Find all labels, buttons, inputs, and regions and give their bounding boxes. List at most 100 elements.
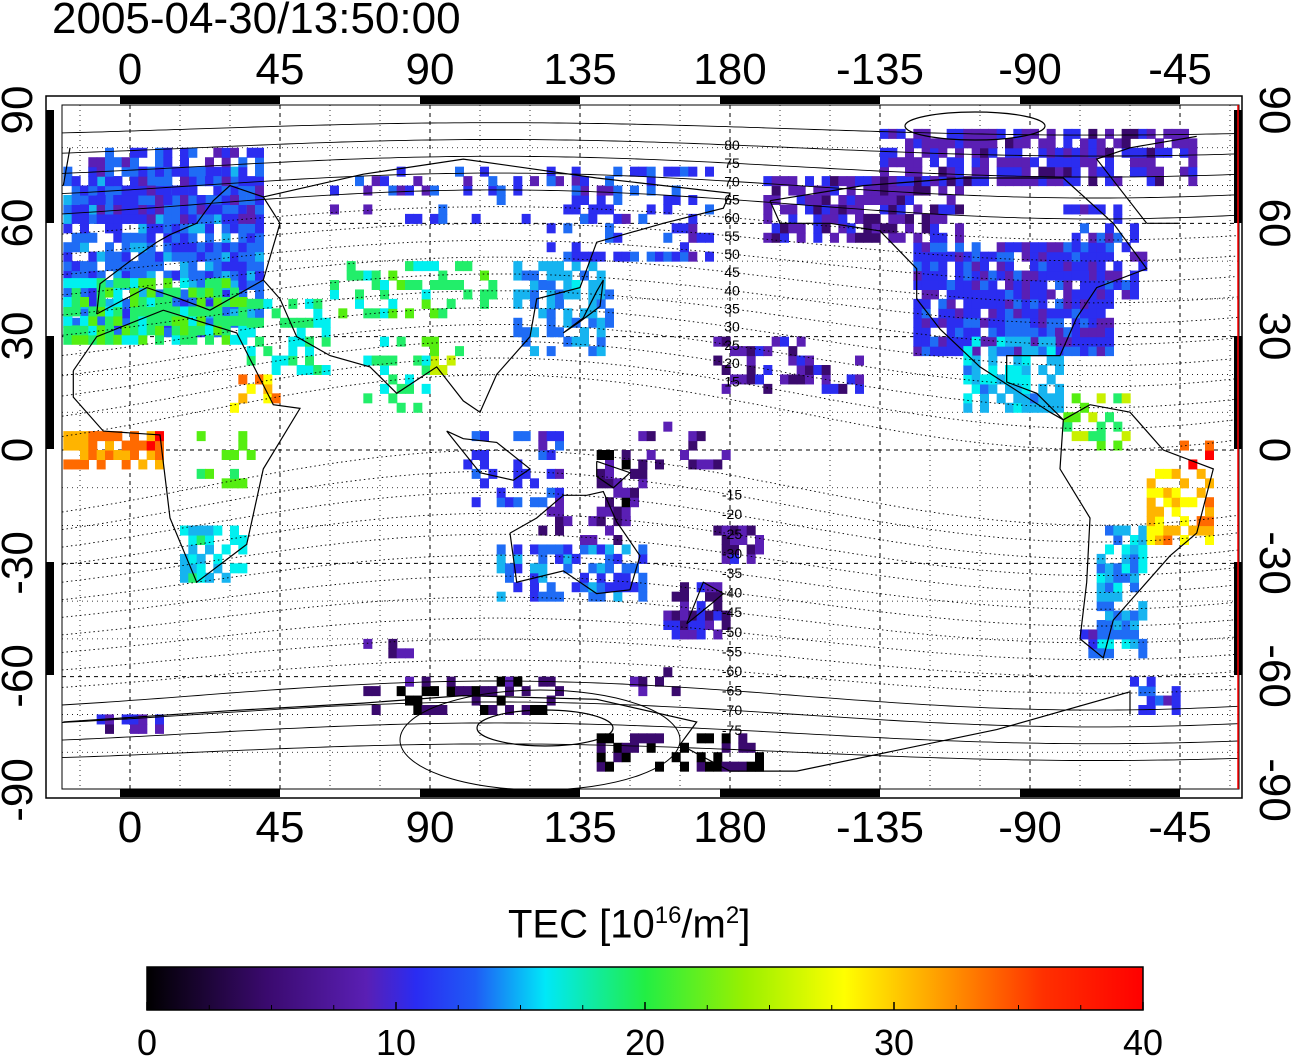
tec-cell [205,306,214,317]
tec-cell [563,563,573,574]
tec-cell [1080,270,1089,281]
tec-cell [821,365,831,375]
tec-cell [405,280,414,290]
tec-cell [930,242,939,253]
tec-cell [980,261,989,272]
tec-cell [955,308,964,319]
tec-cell [1146,535,1156,545]
tec-cell [1096,308,1106,319]
tec-cell [963,327,973,338]
tec-cell [946,166,956,177]
tec-cell [155,261,164,272]
tec-cell [596,450,606,460]
tec-cell [1013,327,1023,338]
tec-cell [555,516,564,527]
tec-cell [63,251,73,262]
magnetic-latitude-label: 25 [724,337,740,353]
tec-cell [596,516,606,527]
tec-cell [621,572,631,583]
tec-cell [71,440,81,451]
tec-cell [688,223,698,234]
tec-cell [1030,327,1039,338]
tec-cell [971,147,981,158]
tec-cell [188,213,198,224]
tec-cell [1163,128,1173,139]
tec-cell [1088,431,1098,442]
tec-cell [138,166,148,177]
tec-cell [1063,421,1073,432]
tec-cell [1063,242,1073,253]
tec-cell [430,213,439,224]
tec-cell [496,487,506,498]
tec-cell [105,176,114,187]
tec-cell [238,374,248,385]
tec-cell [146,242,156,253]
tec-cell [1180,535,1189,545]
tec-cell [1071,346,1081,357]
tec-cell [221,166,231,177]
tec-cell [746,525,756,536]
tec-cell [155,334,164,345]
tec-cell [505,705,514,715]
tec-cell [546,582,556,593]
tec-cell [1005,317,1014,328]
tec-cell [946,204,956,215]
tec-cell [230,287,239,298]
tec-cell [805,204,814,215]
tec-cell [638,431,648,442]
tec-cell [471,468,481,479]
tec-cell [155,297,164,307]
tec-cell [246,383,256,394]
tec-cell [230,297,239,307]
tec-cell [196,431,206,442]
magnetic-latitude-label: 30 [724,319,740,335]
tec-cell [438,308,448,319]
tec-cell [321,327,331,338]
tec-cell [430,308,439,319]
tec-cell [1130,572,1139,583]
tec-cell [388,648,398,659]
tec-cell [563,544,573,555]
tec-cell [1121,431,1131,442]
magnetic-latitude-label: 40 [724,282,740,298]
tec-cell [1005,289,1014,300]
tec-cell [155,289,164,300]
tec-cell [255,242,264,253]
tec-cell [471,497,481,508]
tec-cell [146,287,156,298]
tec-cell [946,346,956,357]
tec-cell [421,365,431,375]
tec-cell [371,308,381,319]
tec-cell [330,280,339,290]
magnetic-latitude-label: -20 [722,506,742,522]
tec-cell [1030,393,1039,404]
tec-cell [913,138,923,149]
tec-cell [188,270,198,281]
tec-cell [663,620,673,630]
tec-cell [588,582,598,593]
tec-cell [196,213,206,224]
tec-cell [63,204,73,215]
tec-cell [1130,289,1139,300]
tec-cell [363,185,373,196]
tec-cell [1105,412,1114,423]
tec-cell [380,365,389,375]
tec-cell [205,251,214,262]
tec-cell [205,287,214,298]
tec-cell [1096,204,1106,215]
tec-cell [155,714,164,725]
tec-cell [205,525,214,536]
tec-cell [1038,336,1048,347]
tec-cell [1163,535,1173,545]
tec-cell [1155,468,1164,479]
tec-cell [655,459,664,470]
tec-cell [288,346,298,357]
tec-cell [463,261,473,272]
tec-cell [363,204,373,215]
tec-cell [771,223,781,234]
tec-cell [996,317,1006,328]
tec-cell [496,676,506,687]
tec-cell [546,317,556,328]
tec-cell [738,535,748,545]
tec-cell [96,317,106,328]
